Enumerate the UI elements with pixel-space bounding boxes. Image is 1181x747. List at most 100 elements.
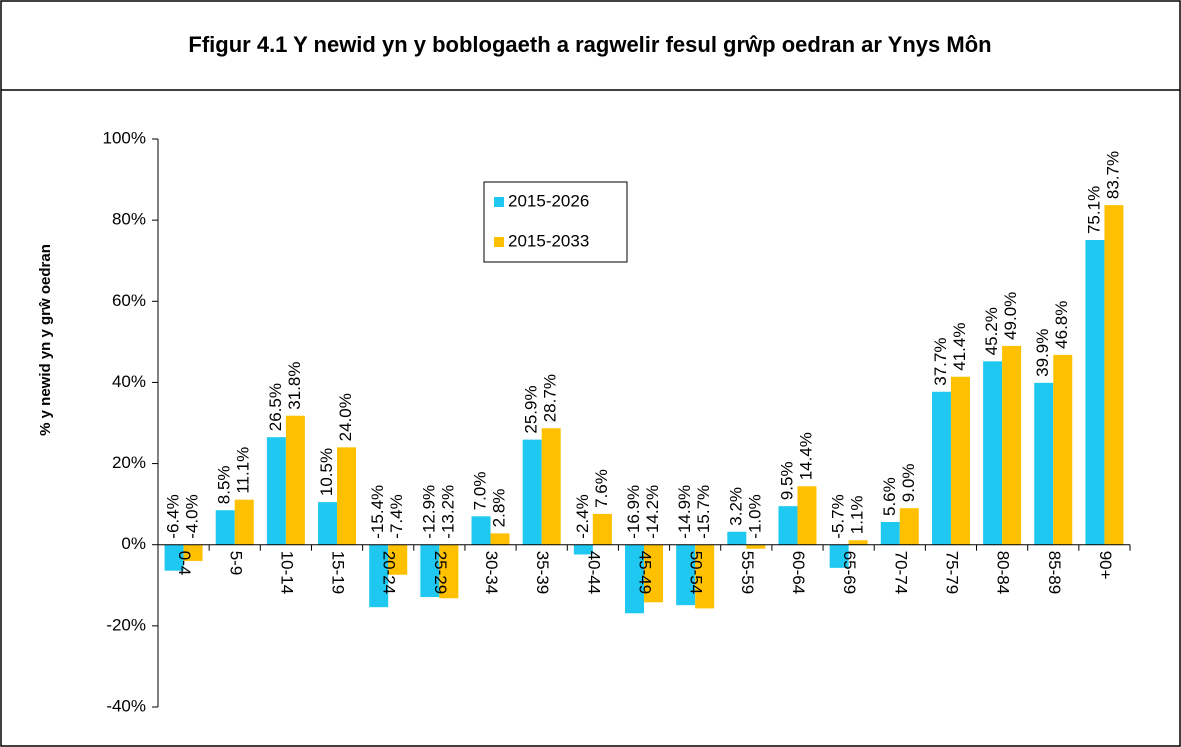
data-label: -4.0% xyxy=(183,494,202,538)
x-tick-label: 10-14 xyxy=(277,551,296,594)
bar xyxy=(234,499,254,545)
data-label: 7.6% xyxy=(592,469,611,508)
x-tick-label: 30-34 xyxy=(482,551,501,594)
bar xyxy=(983,361,1003,545)
data-label: 9.5% xyxy=(777,461,796,500)
x-tick-label: 70-74 xyxy=(891,551,910,594)
data-label: 26.5% xyxy=(266,383,285,431)
y-tick-label: 60% xyxy=(112,291,146,310)
bar xyxy=(746,544,766,549)
bar xyxy=(899,508,919,545)
x-tick-label: 50-54 xyxy=(687,551,706,594)
data-label: 7.0% xyxy=(471,472,490,511)
y-tick-label: -40% xyxy=(106,696,146,715)
data-label: -16.9% xyxy=(624,485,643,539)
bar xyxy=(644,544,663,603)
bar xyxy=(1104,205,1124,545)
x-tick-label: 35-39 xyxy=(533,551,552,594)
legend-label: 2015-2033 xyxy=(508,231,589,250)
bar xyxy=(439,544,459,599)
x-tick-label: 55-59 xyxy=(738,551,757,594)
bar xyxy=(337,447,357,545)
x-tick-label: 65-69 xyxy=(840,551,859,594)
data-label: 11.1% xyxy=(234,447,253,494)
y-axis-title: % y newid yn y grŵ oedran xyxy=(37,244,54,436)
bar xyxy=(471,516,491,545)
y-tick-label: 20% xyxy=(112,453,146,472)
bar xyxy=(880,521,900,545)
bar xyxy=(1034,382,1054,545)
bar xyxy=(215,510,235,545)
bar xyxy=(778,506,798,545)
data-label: 41.4% xyxy=(950,323,969,371)
data-label: 2.8% xyxy=(490,489,509,528)
x-tick-label: 75-79 xyxy=(942,551,961,594)
bar xyxy=(285,415,305,545)
bar xyxy=(931,391,951,545)
y-tick-label: -20% xyxy=(106,615,146,634)
data-label: 8.5% xyxy=(215,465,234,504)
data-label: 28.7% xyxy=(541,374,560,422)
bar xyxy=(848,540,868,545)
data-label: -7.4% xyxy=(387,494,406,538)
bar xyxy=(318,502,338,545)
legend-label: 2015-2026 xyxy=(508,191,589,210)
x-tick-label: 25-29 xyxy=(431,551,450,594)
bar xyxy=(573,544,593,555)
data-label: 1.1% xyxy=(848,496,867,535)
data-label: 37.7% xyxy=(931,338,950,386)
bar xyxy=(797,486,817,545)
bar xyxy=(388,544,408,575)
legend-swatch xyxy=(494,237,504,247)
data-label: 45.2% xyxy=(982,307,1001,355)
bar xyxy=(420,544,440,598)
bar xyxy=(1053,354,1073,545)
data-label: 46.8% xyxy=(1052,301,1071,349)
data-label: 14.4% xyxy=(796,432,815,480)
y-tick-label: 80% xyxy=(112,210,146,229)
bar xyxy=(522,439,542,545)
x-tick-label: 15-19 xyxy=(329,551,348,594)
data-label: 39.9% xyxy=(1033,329,1052,377)
data-label: 3.2% xyxy=(726,487,745,526)
data-label: 31.8% xyxy=(285,361,304,409)
bar xyxy=(625,544,644,614)
x-tick-label: 0-4 xyxy=(175,551,194,576)
bar xyxy=(1085,240,1105,545)
x-tick-label: 85-89 xyxy=(1045,551,1064,594)
data-label: -2.4% xyxy=(573,494,592,538)
data-label: 49.0% xyxy=(1001,292,1020,340)
x-tick-label: 60-64 xyxy=(789,551,808,594)
legend-box xyxy=(483,181,628,263)
data-label: -12.9% xyxy=(419,485,438,539)
data-label: 83.7% xyxy=(1103,151,1122,199)
data-label: -1.0% xyxy=(745,494,764,538)
bar xyxy=(829,544,849,568)
bar xyxy=(1002,345,1022,545)
bar xyxy=(695,544,715,609)
bar xyxy=(592,513,612,545)
y-tick-label: 0% xyxy=(121,534,146,553)
legend-swatch xyxy=(494,197,504,207)
data-label: -14.2% xyxy=(643,485,662,539)
data-label: -5.7% xyxy=(829,494,848,538)
data-label: 5.6% xyxy=(880,477,899,516)
y-tick-label: 100% xyxy=(103,128,146,147)
x-tick-label: 5-9 xyxy=(226,551,245,576)
data-label: 10.5% xyxy=(317,448,336,496)
data-label: 25.9% xyxy=(522,385,541,433)
data-label: 9.0% xyxy=(899,463,918,502)
bar xyxy=(541,428,561,545)
x-tick-label: 90+ xyxy=(1096,551,1115,580)
data-label: -15.7% xyxy=(694,485,713,539)
bar xyxy=(727,531,747,545)
bar xyxy=(950,376,970,545)
data-label: 24.0% xyxy=(336,393,355,441)
bar xyxy=(490,533,510,545)
bar xyxy=(369,544,389,608)
y-tick-label: 40% xyxy=(112,372,146,391)
x-tick-label: 40-44 xyxy=(584,551,603,594)
